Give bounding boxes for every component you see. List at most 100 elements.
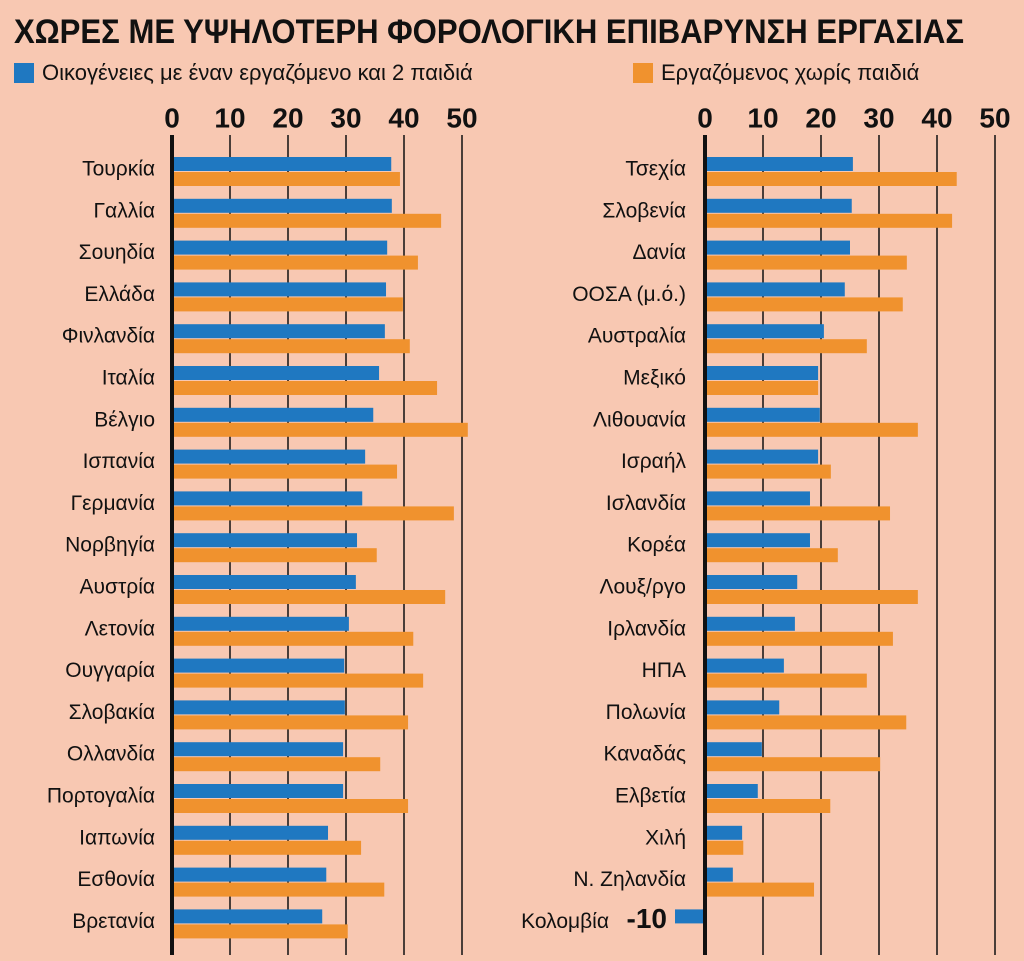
bar	[705, 575, 798, 589]
y-tick-label: Μεξικό	[623, 367, 686, 390]
y-tick-label: Ισπανία	[83, 450, 155, 473]
bar	[705, 533, 810, 548]
y-tick-label: Γαλλία	[93, 199, 155, 222]
bar	[705, 673, 867, 688]
bars	[675, 157, 957, 924]
x-tick-label: 30	[330, 102, 361, 133]
bar	[705, 616, 795, 631]
x-tick-label: 0	[164, 102, 180, 133]
bar	[172, 658, 345, 673]
bar	[675, 909, 705, 924]
y-tick-label: ΟΟΣΑ (μ.ό.)	[572, 283, 686, 306]
y-tick-label: Σλοβακία	[69, 701, 155, 724]
bar	[705, 590, 918, 604]
y-tick-label: Ελβετία	[615, 785, 686, 808]
y-tick-label: Ιρλανδία	[607, 617, 686, 640]
x-tick-label: 0	[697, 102, 713, 133]
bar	[172, 882, 385, 897]
y-tick-label: Βέλγιο	[94, 408, 155, 431]
y-tick-label: Πολωνία	[606, 701, 686, 724]
y-tick-label: Ολλανδία	[67, 743, 155, 766]
bar	[705, 658, 784, 673]
bar	[172, 198, 392, 213]
bar	[172, 422, 468, 437]
bar	[705, 339, 867, 354]
bar	[705, 825, 743, 840]
y-tick-label: Κολομβία	[521, 910, 609, 933]
bar	[705, 799, 831, 813]
bar	[705, 157, 853, 171]
bar	[172, 700, 345, 715]
bar	[172, 784, 344, 798]
bar	[172, 548, 377, 563]
bar	[705, 700, 780, 715]
y-tick-label: Εσθονία	[77, 868, 155, 891]
y-tick-label: Φινλανδία	[62, 325, 155, 348]
bar	[172, 909, 323, 924]
bar	[172, 757, 381, 772]
y-tick-label: Γερμανία	[71, 492, 155, 515]
bar	[705, 422, 918, 437]
bar	[705, 506, 891, 521]
bar	[172, 616, 349, 631]
y-tick-label: ΗΠΑ	[642, 659, 686, 682]
y-tick-label: Λιθουανία	[593, 408, 686, 431]
y-tick-label: Τουρκία	[82, 158, 155, 181]
bar	[172, 867, 327, 882]
bar	[705, 366, 819, 380]
bar	[172, 715, 409, 730]
bar	[705, 255, 907, 270]
x-tick-label: 40	[388, 102, 419, 133]
bar	[172, 506, 454, 521]
bar	[172, 297, 403, 312]
y-tick-label: Ν. Ζηλανδία	[573, 868, 686, 891]
bar	[705, 757, 881, 772]
x-tick-label: 50	[446, 102, 477, 133]
x-tick-label: 30	[863, 102, 894, 133]
bar	[705, 631, 893, 646]
bar	[172, 742, 344, 757]
y-tick-label: Πορτογαλία	[47, 785, 155, 808]
x-tick-label: 10	[747, 102, 778, 133]
x-tick-label: 40	[921, 102, 952, 133]
bar	[172, 575, 356, 589]
x-tick-label: 10	[214, 102, 245, 133]
bar	[172, 840, 362, 855]
bar	[172, 157, 392, 171]
bar	[705, 867, 733, 882]
bars	[172, 157, 468, 939]
bar	[172, 255, 418, 270]
legend-swatch	[14, 63, 34, 83]
y-tick-label: Κορέα	[627, 534, 686, 557]
bar	[705, 381, 819, 395]
y-tick-label: Χιλή	[645, 826, 686, 849]
bar	[705, 198, 852, 213]
bar	[172, 631, 414, 646]
bar	[172, 533, 358, 548]
y-tick-label: Νορβηγία	[65, 534, 155, 557]
x-tick-label: 20	[805, 102, 836, 133]
bar	[705, 464, 831, 479]
bar	[705, 715, 907, 730]
bar	[172, 366, 380, 380]
x-tick-label: 50	[979, 102, 1010, 133]
x-tick-label: 20	[272, 102, 303, 133]
y-tick-label: Βρετανία	[72, 910, 155, 933]
bar	[172, 381, 438, 395]
bar	[705, 548, 838, 563]
y-tick-label: Σουηδία	[79, 241, 155, 264]
bar	[172, 673, 424, 688]
bar	[172, 825, 329, 840]
value-label: -10	[627, 903, 667, 934]
bar	[172, 799, 409, 813]
y-tick-label: Ισραήλ	[621, 450, 687, 473]
y-tick-label: Ιταλία	[102, 367, 155, 390]
y-tick-label: Ελλάδα	[84, 283, 155, 306]
y-tick-label: Λουξ/ργο	[599, 576, 686, 599]
bar	[705, 882, 815, 897]
bar	[705, 784, 758, 798]
bar	[172, 213, 442, 228]
bar	[172, 590, 446, 604]
bar	[705, 840, 744, 855]
